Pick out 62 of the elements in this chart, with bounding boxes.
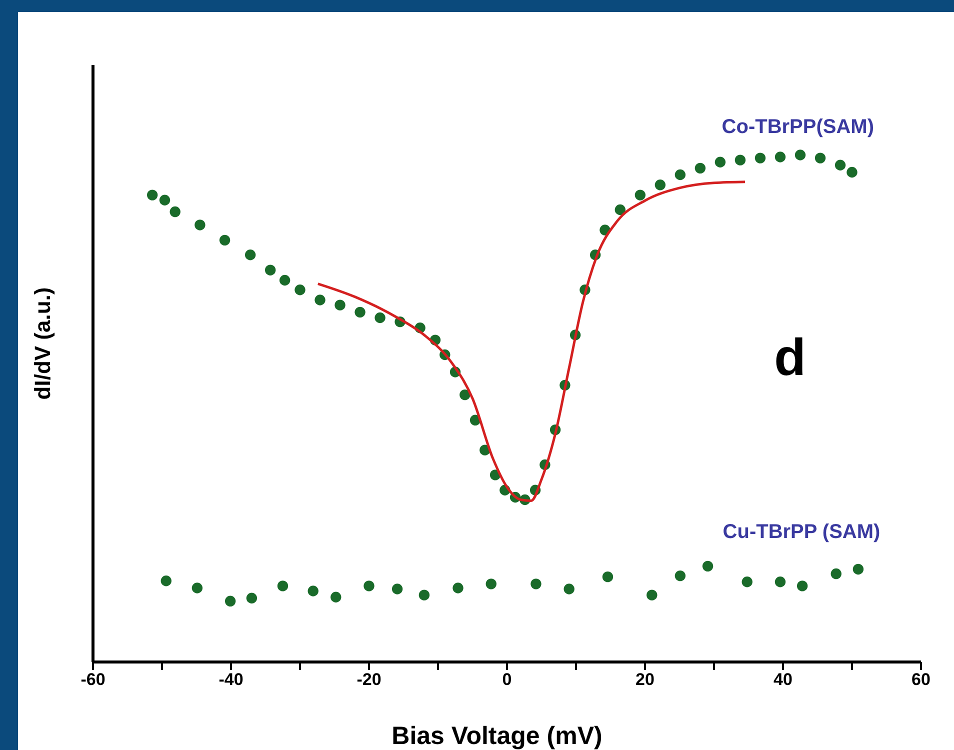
x-tick-label: 20 (636, 670, 654, 690)
point (674, 169, 686, 180)
point (219, 234, 230, 246)
point (224, 596, 236, 606)
x-tick-label: -60 (80, 670, 106, 690)
point (279, 274, 290, 286)
series-label: Co-TBrPP(SAM) (722, 116, 874, 138)
series-label: Cu-TBrPP (SAM) (722, 521, 880, 544)
point (314, 294, 326, 306)
x-tick-label: 60 (912, 670, 930, 690)
point (530, 578, 542, 590)
point (170, 206, 180, 218)
point (392, 584, 403, 594)
point (194, 220, 206, 230)
point (460, 389, 470, 400)
y-axis-title: dI/dV (a.u.) (30, 287, 55, 400)
x-axis-title: Bias Voltage (mV) (392, 722, 602, 750)
point (852, 564, 864, 575)
point (646, 590, 658, 600)
point (374, 312, 386, 324)
point (754, 152, 766, 164)
point (246, 592, 258, 604)
point (834, 160, 846, 170)
point (294, 284, 306, 296)
point (796, 580, 808, 592)
point (654, 180, 666, 190)
point (277, 580, 288, 592)
point (330, 592, 342, 602)
point (264, 264, 276, 276)
point (742, 576, 752, 588)
point (714, 156, 726, 168)
x-tick-label: 40 (774, 670, 792, 690)
point (694, 162, 706, 174)
point (846, 166, 858, 178)
point (734, 154, 746, 166)
x-tick-label: -20 (356, 670, 382, 690)
point (602, 571, 614, 582)
point (814, 152, 826, 164)
point (564, 584, 574, 594)
point (159, 194, 170, 206)
point (192, 582, 203, 594)
point (334, 300, 346, 310)
point (160, 576, 172, 586)
point (702, 560, 714, 572)
point (364, 580, 374, 592)
point (452, 582, 464, 594)
point (794, 150, 806, 160)
point (308, 586, 318, 596)
point (244, 250, 256, 260)
point (774, 152, 786, 162)
point (830, 568, 842, 580)
point (486, 578, 496, 590)
point (634, 190, 646, 200)
x-tick-label: -40 (218, 670, 244, 690)
point (146, 190, 158, 200)
point (418, 590, 430, 600)
point (774, 576, 786, 588)
annotation: d (774, 329, 806, 387)
x-tick-label: 0 (502, 670, 512, 690)
point (674, 570, 686, 582)
point (614, 204, 626, 216)
point (354, 306, 366, 318)
